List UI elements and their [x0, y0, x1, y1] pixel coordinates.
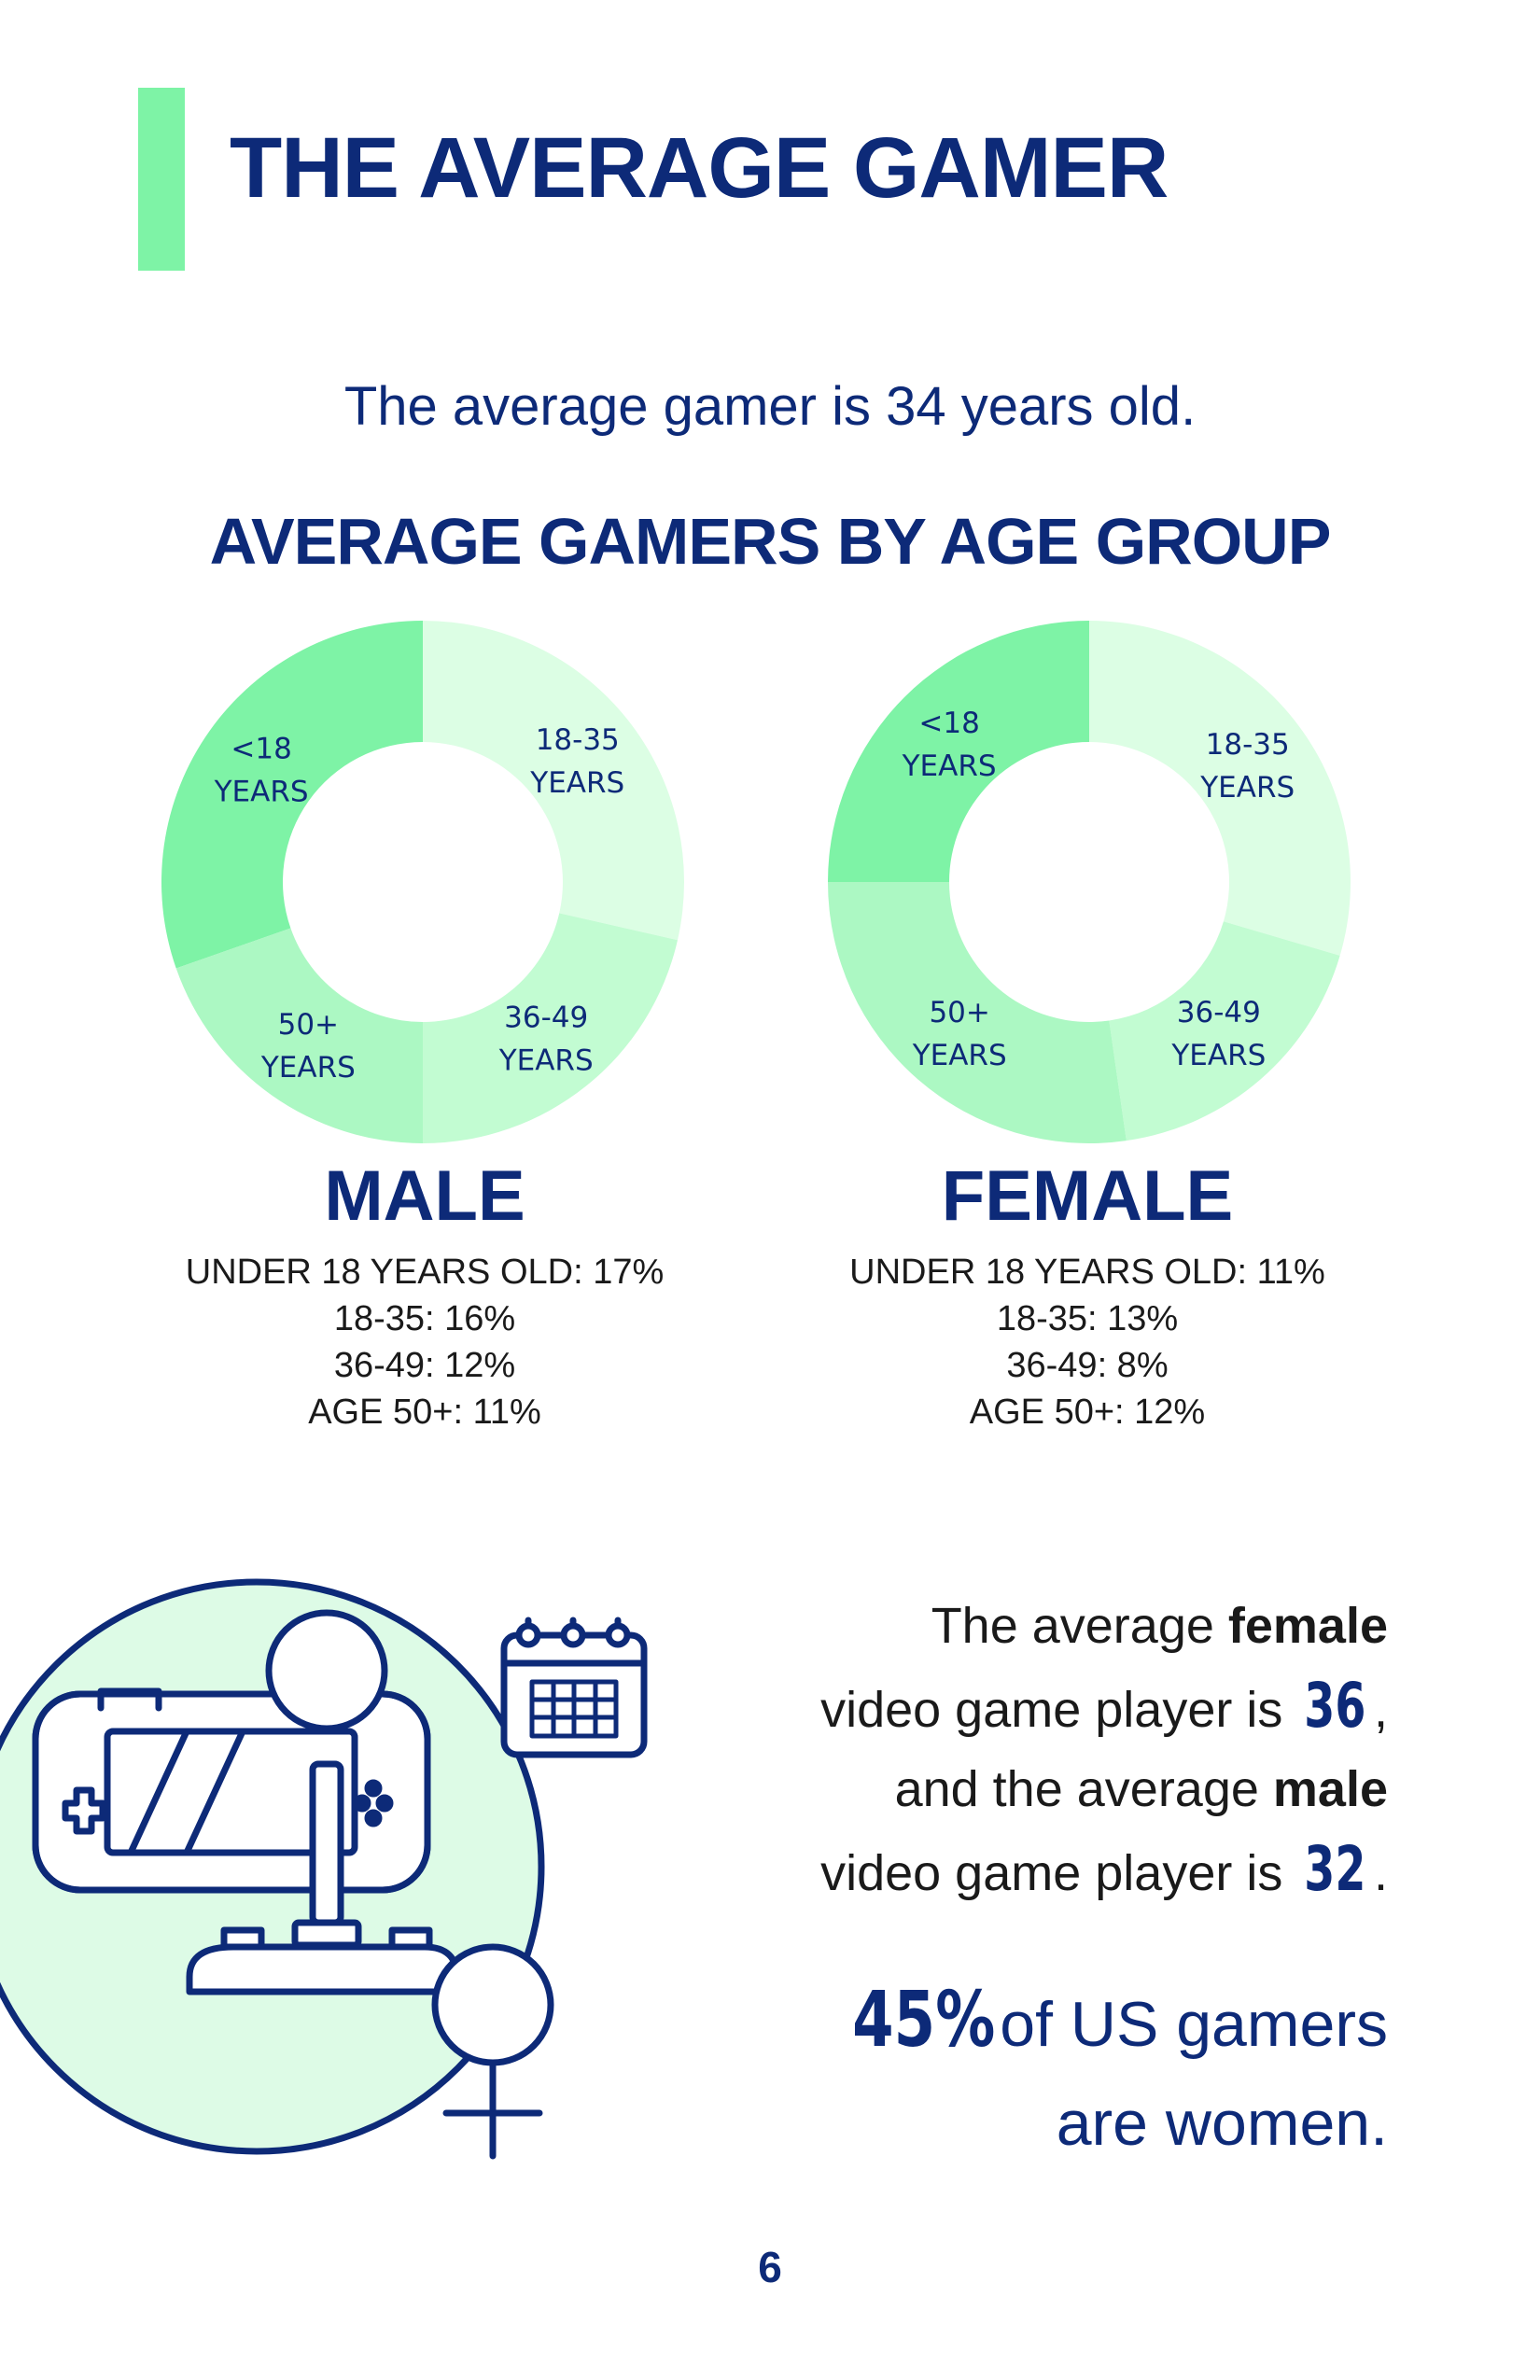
- female-stat-under18: UNDER 18 YEARS OLD: 11%: [849, 1253, 1325, 1292]
- female-donut-chart: <18 YEARS 18-35 YEARS 36-49 YEARS 50+ YEARS: [828, 621, 1351, 1143]
- female-stat-36-49: 36-49: 8%: [1006, 1346, 1169, 1385]
- female-average-age: 36: [1304, 1670, 1366, 1742]
- women-gamers-fact: 45% of US gamers are women.: [735, 1971, 1388, 2173]
- fact-line-4: video game player is 32.: [735, 1829, 1388, 1913]
- female-slice-label-18-35: 18-35 YEARS: [1199, 728, 1295, 805]
- male-stat-18-35: 18-35: 16%: [333, 1299, 516, 1338]
- male-slice-label-36-49: 36-49 YEARS: [498, 1001, 594, 1078]
- calendar-icon: [500, 1617, 648, 1758]
- male-donut-chart: <18 YEARS 18-35 YEARS 36-49 YEARS 50+ YEARS: [161, 621, 684, 1143]
- male-stat-under18: UNDER 18 YEARS OLD: 17%: [185, 1253, 665, 1292]
- female-stat-50plus: AGE 50+: 12%: [969, 1393, 1206, 1432]
- male-slice-label-18-35: 18-35 YEARS: [529, 723, 624, 800]
- fact-line-1: The average female: [931, 1598, 1388, 1654]
- female-slice-label-50plus: 50+ YEARS: [912, 996, 1007, 1072]
- female-symbol-icon: [431, 1943, 554, 2160]
- male-slice-under18: [161, 621, 423, 969]
- female-stats: UNDER 18 YEARS OLD: 11% 18-35: 13% 36-49…: [789, 1249, 1386, 1435]
- female-title: FEMALE: [941, 1156, 1234, 1236]
- male-stat-36-49: 36-49: 12%: [333, 1346, 516, 1385]
- male-slice-50plus: [175, 928, 424, 1143]
- male-stats: UNDER 18 YEARS OLD: 17% 18-35: 16% 36-49…: [126, 1249, 723, 1435]
- male-average-age: 32: [1304, 1833, 1366, 1905]
- male-slice-label-50plus: 50+ YEARS: [260, 1008, 356, 1085]
- male-slice-label-under18: <18 YEARS: [214, 732, 309, 808]
- female-stat-18-35: 18-35: 13%: [996, 1299, 1179, 1338]
- female-slice-under18: [828, 621, 1089, 882]
- gamer-illustration: [0, 1578, 648, 2160]
- page-title: THE AVERAGE GAMER: [230, 120, 1169, 216]
- women-percent: 45%: [852, 1976, 996, 2065]
- fact-line-3: and the average male: [894, 1761, 1388, 1817]
- female-slice-label-under18: <18 YEARS: [902, 707, 997, 783]
- age-group-section-title: AVERAGE GAMERS BY AGE GROUP: [209, 505, 1332, 578]
- women-fact-line-1: 45% of US gamers: [735, 1971, 1388, 2074]
- fact-line-2: video game player is 36,: [735, 1666, 1388, 1750]
- female-slice-label-36-49: 36-49 YEARS: [1170, 996, 1266, 1072]
- page-number: 6: [758, 2243, 782, 2291]
- handheld-console-icon: [32, 1687, 431, 1894]
- male-slice-18-35: [423, 621, 684, 941]
- female-slice-36-49: [1109, 921, 1340, 1141]
- joystick-icon: [186, 1609, 461, 1995]
- female-slice-50plus: [828, 882, 1127, 1143]
- male-title: MALE: [324, 1156, 525, 1236]
- average-age-text: The average gamer is 34 years old.: [343, 376, 1197, 437]
- average-age-facts: The average female video game player is …: [735, 1587, 1388, 1913]
- female-slice-18-35: [1089, 621, 1351, 956]
- male-stat-50plus: AGE 50+: 11%: [308, 1393, 541, 1432]
- women-fact-line-2: are women.: [1056, 2088, 1388, 2159]
- title-accent-bar: [138, 88, 185, 271]
- male-slice-36-49: [423, 913, 678, 1143]
